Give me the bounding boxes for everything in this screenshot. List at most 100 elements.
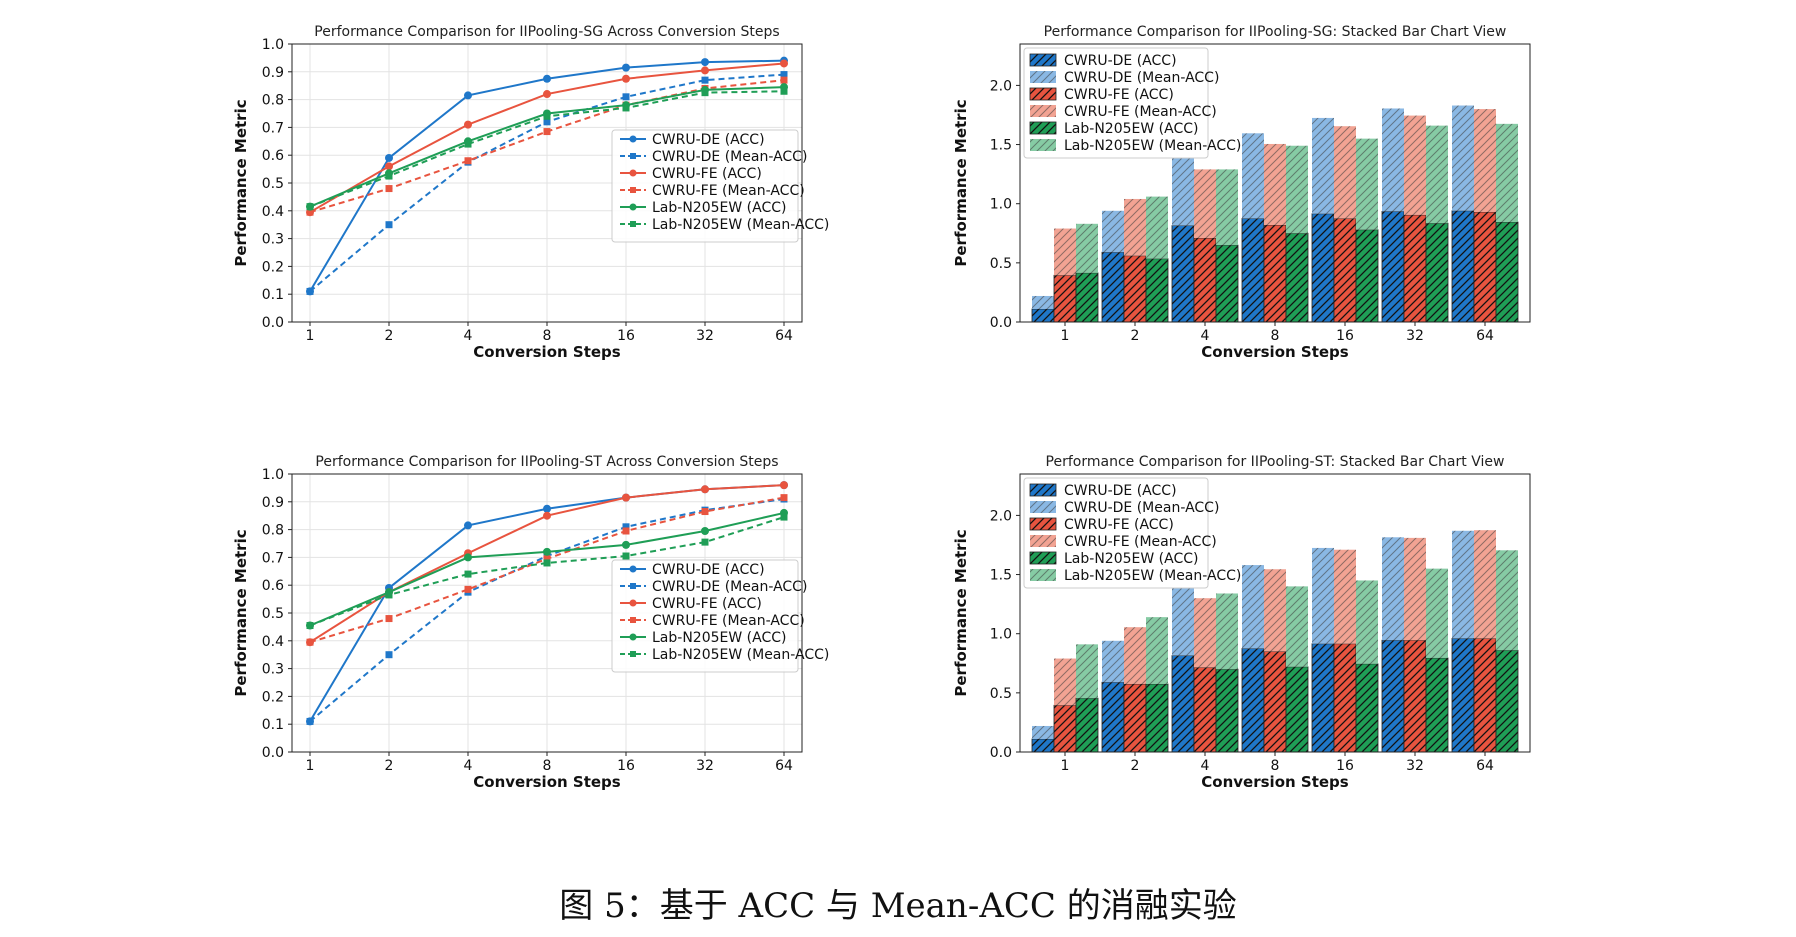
y-tick-label: 1.5	[990, 568, 1012, 584]
legend-label: CWRU-DE (Mean-ACC)	[1064, 70, 1219, 86]
y-tick-label: 2.0	[990, 508, 1012, 524]
legend-swatch	[1029, 53, 1057, 67]
data-point	[543, 555, 551, 563]
bar-acc	[1495, 221, 1519, 323]
data-point	[464, 157, 472, 165]
line-chart-st: Performance Comparison for IIPooling-ST …	[232, 454, 829, 791]
legend-swatch	[1030, 501, 1056, 513]
legend-swatch	[1030, 105, 1056, 117]
bar-mean-acc	[1356, 138, 1378, 230]
legend-swatch	[1029, 517, 1057, 531]
legend-box	[1023, 47, 1209, 159]
bar-acc	[1355, 229, 1379, 323]
bar-acc	[1333, 218, 1357, 323]
bar-acc	[1495, 649, 1519, 753]
data-point	[385, 651, 393, 659]
bar-mean-acc	[1474, 109, 1496, 212]
x-tick-label: 16	[1336, 758, 1354, 774]
bar-mean-acc	[1194, 169, 1216, 239]
bar-mean-acc	[1076, 223, 1098, 273]
bar-acc	[1053, 704, 1077, 753]
x-tick-label: 8	[543, 328, 552, 344]
data-point	[543, 559, 551, 567]
x-axis-label: Conversion Steps	[1201, 773, 1349, 791]
bar-acc	[1101, 251, 1125, 323]
data-point	[306, 717, 314, 725]
data-point	[543, 74, 551, 83]
bar-acc	[1075, 697, 1099, 753]
legend-label: CWRU-DE (ACC)	[652, 132, 765, 148]
bar-acc	[1355, 663, 1379, 753]
x-axis-label: Conversion Steps	[473, 773, 621, 791]
data-point	[622, 552, 630, 560]
legend-marker	[630, 187, 636, 193]
data-point	[622, 74, 630, 83]
legend-label: Lab-N205EW (Mean-ACC)	[652, 647, 829, 663]
y-tick-label: 0.9	[262, 65, 284, 81]
legend-label: CWRU-DE (Mean-ACC)	[1064, 500, 1219, 516]
data-point	[306, 622, 314, 630]
legend-label: CWRU-DE (Mean-ACC)	[652, 579, 807, 595]
legend-label: CWRU-DE (Mean-ACC)	[652, 149, 807, 165]
bar-acc	[1311, 213, 1335, 323]
data-point	[701, 526, 709, 535]
data-point	[464, 585, 472, 593]
bar-mean-acc	[1312, 117, 1334, 214]
x-tick-label: 64	[775, 328, 793, 344]
y-tick-label: 0.1	[262, 287, 284, 303]
y-tick-label: 0.9	[262, 495, 284, 511]
bar-mean-acc	[1172, 587, 1194, 656]
data-point	[464, 553, 472, 562]
legend-label: Lab-N205EW (ACC)	[652, 200, 786, 216]
data-point	[780, 59, 788, 68]
bar-acc	[1171, 225, 1195, 323]
bar-acc	[1403, 214, 1427, 323]
bar-mean-acc	[1054, 658, 1076, 706]
bar-mean-acc	[1216, 593, 1238, 670]
legend-marker	[630, 651, 636, 657]
legend-swatch	[1030, 139, 1056, 151]
bar-acc	[1285, 232, 1309, 323]
bar-mean-acc	[1032, 295, 1054, 309]
y-tick-label: 1.0	[262, 37, 284, 53]
x-tick-label: 8	[1271, 758, 1280, 774]
bar-acc	[1215, 244, 1239, 323]
x-tick-label: 4	[464, 328, 473, 344]
bar-acc	[1075, 272, 1099, 323]
y-tick-label: 1.0	[990, 627, 1012, 643]
y-tick-label: 0.0	[990, 315, 1012, 331]
data-point	[543, 112, 551, 120]
data-point	[780, 87, 788, 95]
bar-acc	[1145, 258, 1169, 323]
bar-acc	[1381, 210, 1405, 323]
chart-title: Performance Comparison for IIPooling-ST:…	[1046, 454, 1505, 470]
x-tick-label: 16	[617, 328, 635, 344]
bar-acc	[1193, 667, 1217, 753]
legend-marker	[630, 153, 636, 159]
legend-marker	[630, 617, 636, 623]
y-tick-label: 0.7	[262, 550, 284, 566]
bar-acc	[1101, 681, 1125, 753]
legend-label: CWRU-DE (ACC)	[1064, 53, 1177, 69]
legend-label: CWRU-FE (Mean-ACC)	[1064, 534, 1217, 550]
legend-marker	[630, 583, 636, 589]
bar-acc	[1425, 657, 1449, 753]
x-tick-label: 1	[306, 758, 315, 774]
y-tick-label: 1.0	[262, 467, 284, 483]
y-tick-label: 0.6	[262, 578, 284, 594]
data-point	[622, 93, 630, 101]
y-axis-label: Performance Metric	[232, 529, 250, 696]
legend-label: CWRU-FE (ACC)	[652, 166, 762, 182]
y-axis-label: Performance Metric	[232, 99, 250, 266]
y-tick-label: 0.1	[262, 717, 284, 733]
legend-marker	[629, 203, 637, 211]
x-axis-label: Conversion Steps	[1201, 343, 1349, 361]
x-tick-label: 64	[1476, 758, 1494, 774]
legend-swatch	[1030, 71, 1056, 83]
data-point	[306, 287, 314, 295]
y-tick-label: 0.5	[990, 686, 1012, 702]
bar-mean-acc	[1452, 530, 1474, 639]
bar-acc	[1263, 651, 1287, 753]
bar-acc	[1193, 237, 1217, 323]
data-point	[701, 485, 709, 494]
